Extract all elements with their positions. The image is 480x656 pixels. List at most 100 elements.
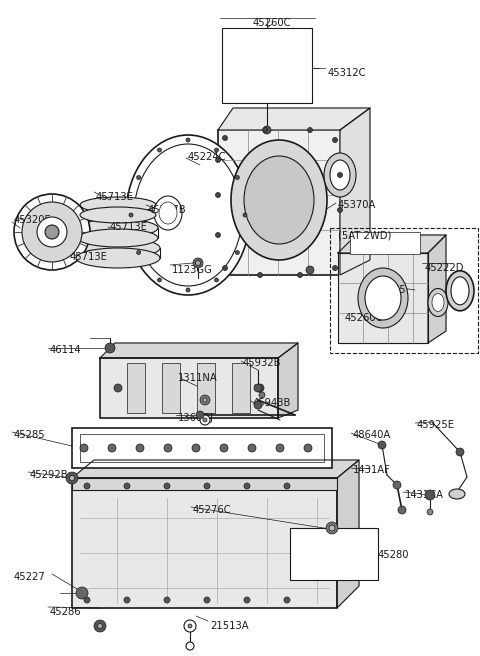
Circle shape [337,207,343,213]
Text: 45713E: 45713E [110,222,148,232]
Circle shape [108,444,116,452]
Bar [162,363,180,413]
Circle shape [188,624,192,628]
Circle shape [164,444,172,452]
Circle shape [114,384,122,392]
Text: 21513A: 21513A [210,621,249,631]
Circle shape [398,506,406,514]
Ellipse shape [76,238,160,258]
Circle shape [337,173,343,178]
Ellipse shape [78,229,158,247]
Text: 45227: 45227 [14,572,46,582]
Polygon shape [338,253,428,343]
Circle shape [80,444,88,452]
Polygon shape [278,343,298,418]
Circle shape [306,266,314,274]
Circle shape [94,620,106,632]
Circle shape [129,213,133,217]
Circle shape [124,597,130,603]
Ellipse shape [244,156,314,244]
Ellipse shape [451,277,469,305]
Text: 45713E: 45713E [96,192,134,202]
Circle shape [22,202,82,262]
Circle shape [263,126,271,134]
Text: 1311NA: 1311NA [178,373,218,383]
Circle shape [427,509,433,515]
Circle shape [195,260,201,266]
Polygon shape [218,130,340,275]
Circle shape [216,232,220,237]
Ellipse shape [324,153,356,197]
Circle shape [70,476,74,480]
Polygon shape [340,108,370,275]
Text: 45925E: 45925E [417,420,455,430]
Text: 45320E: 45320E [14,215,52,225]
Circle shape [284,597,290,603]
Circle shape [244,483,250,489]
Text: 1360GJ: 1360GJ [178,413,214,423]
Circle shape [37,217,67,247]
Text: 45943B: 45943B [253,398,291,408]
Ellipse shape [80,197,156,213]
Circle shape [329,525,335,531]
Ellipse shape [365,276,401,320]
Circle shape [298,272,302,277]
Text: 45312C: 45312C [328,68,367,78]
Polygon shape [72,460,359,478]
Text: (5AT 2WD): (5AT 2WD) [338,230,391,240]
Circle shape [243,213,247,217]
Circle shape [203,418,207,422]
Circle shape [235,251,240,255]
Polygon shape [337,460,359,608]
Circle shape [97,623,103,628]
Circle shape [204,597,210,603]
Text: 45260C: 45260C [253,18,291,28]
Circle shape [456,448,464,456]
Text: 48640A: 48640A [353,430,391,440]
Circle shape [186,138,190,142]
Circle shape [425,490,435,500]
Circle shape [244,597,250,603]
Circle shape [220,444,228,452]
Ellipse shape [80,207,156,223]
Ellipse shape [126,135,250,295]
Ellipse shape [76,248,160,268]
Circle shape [326,522,338,534]
Circle shape [45,225,59,239]
Circle shape [215,278,218,282]
Ellipse shape [358,268,408,328]
Circle shape [164,597,170,603]
Polygon shape [100,358,278,418]
Circle shape [84,597,90,603]
Polygon shape [72,478,337,608]
Text: 1431CA: 1431CA [405,490,444,500]
Circle shape [204,483,210,489]
Ellipse shape [159,202,177,224]
Bar [197,363,215,413]
Bar [350,232,420,254]
Circle shape [333,266,337,270]
Ellipse shape [446,271,474,311]
Ellipse shape [231,140,327,260]
Text: 45280: 45280 [378,550,409,560]
Bar [290,528,378,580]
Circle shape [105,343,115,353]
Ellipse shape [154,196,182,230]
Circle shape [215,148,218,152]
Circle shape [186,288,190,292]
Text: 1123GG: 1123GG [172,265,213,275]
Text: 45276C: 45276C [193,505,232,515]
Polygon shape [218,108,370,130]
Text: 45286: 45286 [50,607,82,617]
Circle shape [76,587,88,599]
Ellipse shape [432,293,444,312]
Circle shape [216,192,220,197]
Bar [127,363,145,413]
Circle shape [124,483,130,489]
Text: 45370A: 45370A [338,200,376,210]
Circle shape [157,278,161,282]
Circle shape [223,266,228,270]
Text: 45292B: 45292B [30,470,69,480]
Circle shape [223,136,228,140]
Bar [222,28,312,103]
